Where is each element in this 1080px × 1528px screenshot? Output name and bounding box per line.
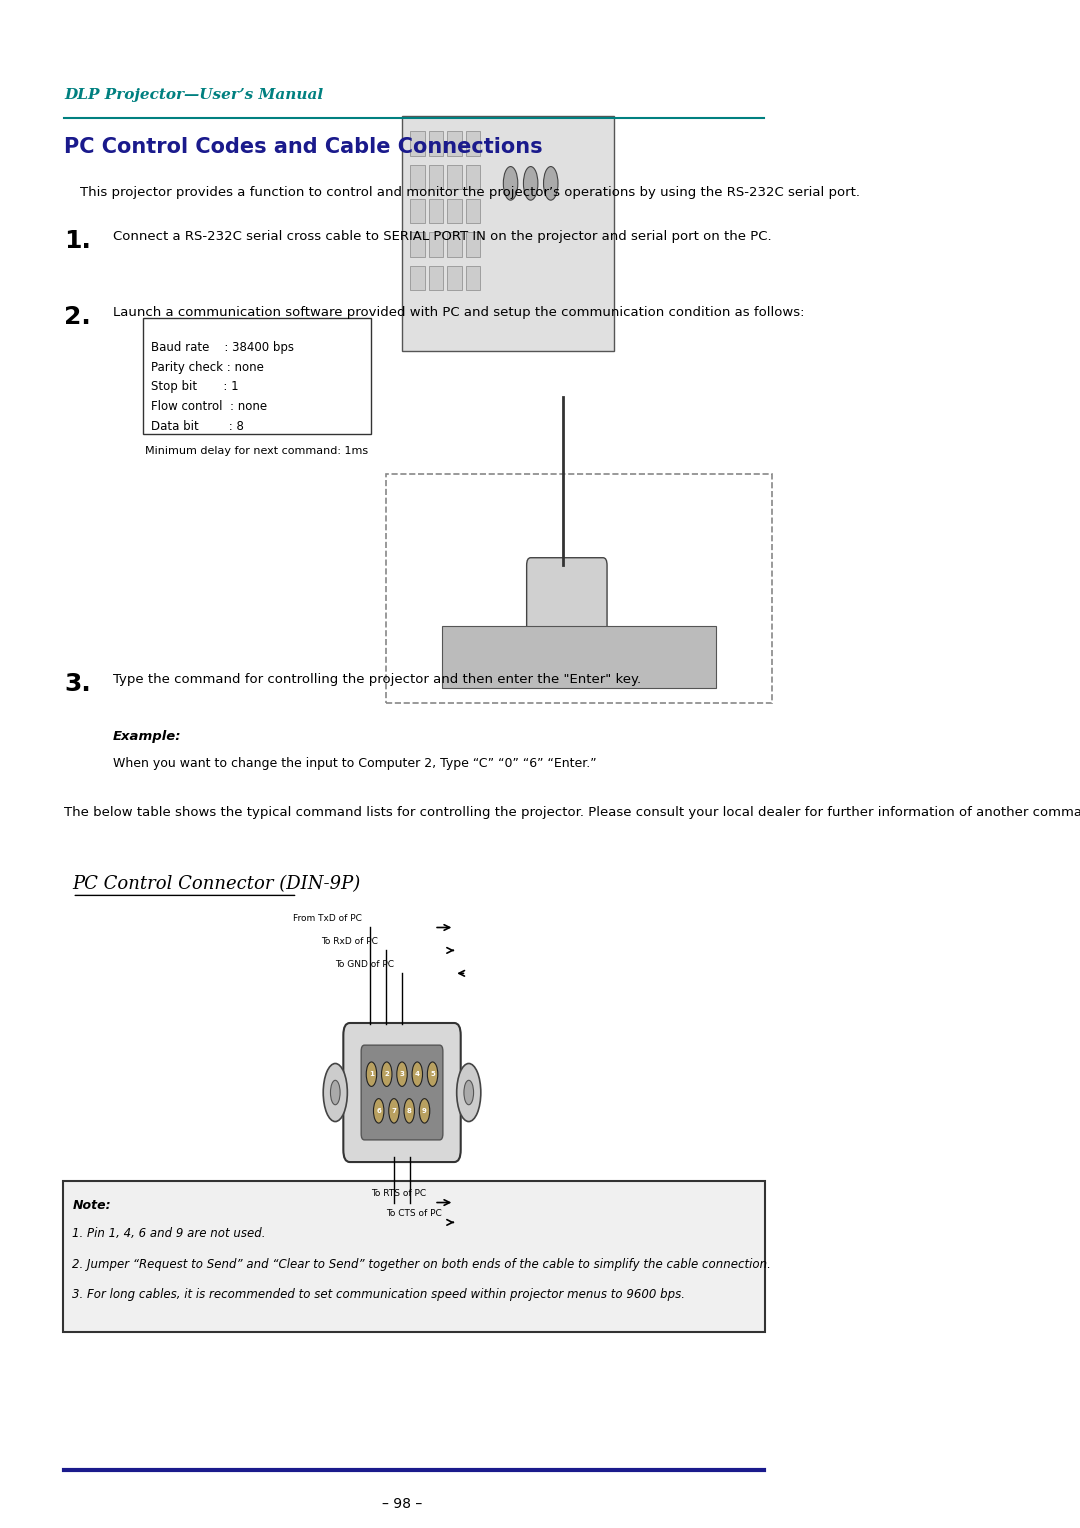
- Text: 1: 1: [369, 1071, 374, 1077]
- Text: 3. For long cables, it is recommended to set communication speed within projecto: 3. For long cables, it is recommended to…: [72, 1288, 686, 1302]
- Bar: [447, 266, 461, 290]
- Bar: [465, 131, 480, 156]
- Text: Connect a RS-232C serial cross cable to SERIAL PORT IN on the projector and seri: Connect a RS-232C serial cross cable to …: [112, 229, 771, 243]
- Text: 3.: 3.: [65, 672, 91, 695]
- FancyBboxPatch shape: [343, 1024, 461, 1163]
- FancyBboxPatch shape: [63, 1181, 766, 1332]
- Bar: [429, 131, 443, 156]
- Text: Launch a communication software provided with PC and setup the communication con: Launch a communication software provided…: [112, 306, 805, 319]
- Text: The below table shows the typical command lists for controlling the projector. P: The below table shows the typical comman…: [65, 805, 1080, 819]
- Text: 1. Pin 1, 4, 6 and 9 are not used.: 1. Pin 1, 4, 6 and 9 are not used.: [72, 1227, 266, 1241]
- Text: Baud rate    : 38400 bps: Baud rate : 38400 bps: [151, 341, 294, 354]
- Ellipse shape: [464, 1080, 473, 1105]
- Text: To RxD of PC: To RxD of PC: [321, 937, 378, 946]
- Ellipse shape: [543, 167, 558, 200]
- Bar: [465, 165, 480, 189]
- Text: 3: 3: [400, 1071, 404, 1077]
- Text: PC Control Codes and Cable Connections: PC Control Codes and Cable Connections: [65, 138, 543, 157]
- Text: To RTS of PC: To RTS of PC: [372, 1189, 427, 1198]
- Ellipse shape: [413, 1062, 422, 1086]
- Ellipse shape: [396, 1062, 407, 1086]
- Text: 2.: 2.: [65, 306, 91, 329]
- Ellipse shape: [524, 167, 538, 200]
- Bar: [429, 199, 443, 223]
- Text: 2. Jumper “Request to Send” and “Clear to Send” together on both ends of the cab: 2. Jumper “Request to Send” and “Clear t…: [72, 1258, 771, 1271]
- Text: Type the command for controlling the projector and then enter the "Enter" key.: Type the command for controlling the pro…: [112, 672, 640, 686]
- FancyBboxPatch shape: [527, 558, 607, 665]
- Text: Minimum delay for next command: 1ms: Minimum delay for next command: 1ms: [145, 446, 368, 455]
- Text: To GND of PC: To GND of PC: [335, 960, 394, 969]
- Ellipse shape: [366, 1062, 377, 1086]
- Text: PC Control Connector (DIN-9P): PC Control Connector (DIN-9P): [72, 876, 361, 894]
- Bar: [429, 266, 443, 290]
- Text: 7: 7: [392, 1108, 396, 1114]
- Bar: [402, 116, 615, 351]
- Text: 4: 4: [415, 1071, 420, 1077]
- Ellipse shape: [419, 1099, 430, 1123]
- Bar: [465, 199, 480, 223]
- Ellipse shape: [404, 1099, 415, 1123]
- Text: Example:: Example:: [112, 729, 181, 743]
- Text: Note:: Note:: [72, 1199, 111, 1213]
- Text: Parity check : none: Parity check : none: [151, 361, 264, 374]
- Bar: [410, 199, 424, 223]
- Text: When you want to change the input to Computer 2, Type “C” “0” “6” “Enter.”: When you want to change the input to Com…: [112, 756, 596, 770]
- FancyBboxPatch shape: [361, 1045, 443, 1140]
- Bar: [410, 131, 424, 156]
- Ellipse shape: [381, 1062, 392, 1086]
- Text: Data bit        : 8: Data bit : 8: [151, 420, 244, 434]
- Text: 2: 2: [384, 1071, 389, 1077]
- Bar: [410, 232, 424, 257]
- Ellipse shape: [503, 167, 517, 200]
- Text: 8: 8: [407, 1108, 411, 1114]
- Bar: [442, 626, 716, 688]
- Ellipse shape: [374, 1099, 383, 1123]
- Ellipse shape: [428, 1062, 437, 1086]
- Text: 5: 5: [430, 1071, 435, 1077]
- Bar: [410, 165, 424, 189]
- Text: To CTS of PC: To CTS of PC: [387, 1209, 442, 1218]
- Ellipse shape: [457, 1063, 481, 1122]
- Ellipse shape: [389, 1099, 400, 1123]
- Text: 1.: 1.: [65, 229, 91, 252]
- Bar: [429, 232, 443, 257]
- Text: 6: 6: [376, 1108, 381, 1114]
- Bar: [447, 199, 461, 223]
- Text: From TxD of PC: From TxD of PC: [293, 914, 362, 923]
- Bar: [447, 165, 461, 189]
- Bar: [447, 232, 461, 257]
- FancyBboxPatch shape: [144, 318, 372, 434]
- Ellipse shape: [323, 1063, 348, 1122]
- Bar: [465, 266, 480, 290]
- Text: Stop bit       : 1: Stop bit : 1: [151, 380, 239, 394]
- Text: 9: 9: [422, 1108, 427, 1114]
- Bar: [465, 232, 480, 257]
- Ellipse shape: [330, 1080, 340, 1105]
- Text: – 98 –: – 98 –: [382, 1497, 422, 1511]
- Bar: [386, 474, 772, 703]
- Text: This projector provides a function to control and monitor the projector’s operat: This projector provides a function to co…: [80, 185, 861, 199]
- Bar: [429, 165, 443, 189]
- Bar: [410, 266, 424, 290]
- Bar: [447, 131, 461, 156]
- Text: Flow control  : none: Flow control : none: [151, 400, 267, 414]
- Text: DLP Projector—User’s Manual: DLP Projector—User’s Manual: [65, 89, 323, 102]
